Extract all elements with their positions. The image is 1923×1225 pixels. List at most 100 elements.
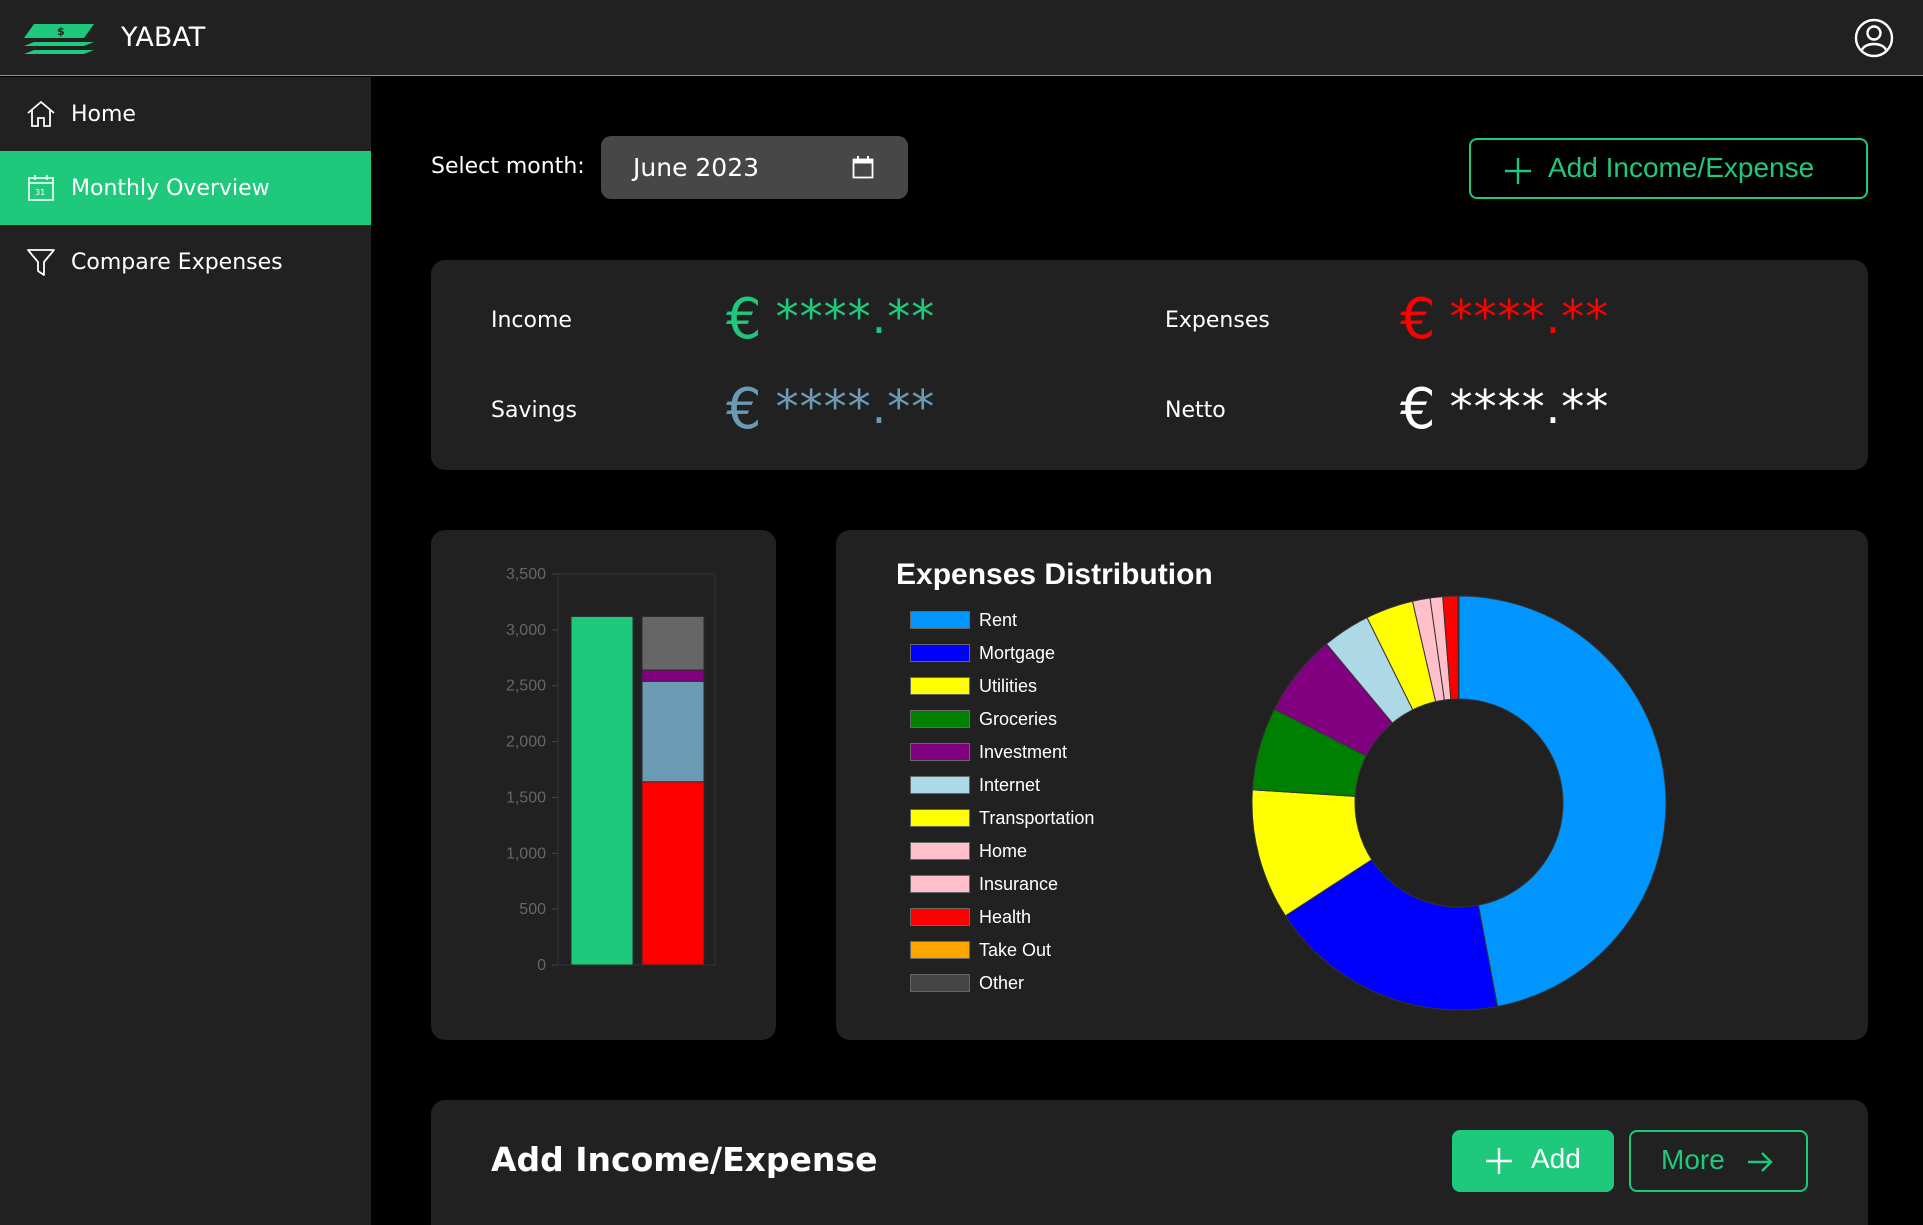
sidebar: Home 31 Monthly Overview Compare Expense…: [0, 77, 371, 1225]
legend-item[interactable]: Utilities: [910, 676, 1130, 696]
bar-segment[interactable]: [641, 669, 705, 682]
arrow-right-icon: [1748, 1152, 1773, 1172]
amount: ****.**: [775, 380, 936, 434]
y-tick-label: 2,000: [506, 734, 546, 751]
legend-label: Transportation: [979, 807, 1095, 828]
currency-symbol: €: [726, 287, 762, 352]
currency-symbol: €: [1400, 287, 1436, 352]
money-stack-icon[interactable]: $: [24, 20, 94, 56]
legend-swatch: [910, 974, 970, 992]
expenses-value: € ****.**: [1400, 290, 1609, 350]
sidebar-item-compare-expenses[interactable]: Compare Expenses: [0, 225, 371, 299]
legend-label: Rent: [979, 609, 1018, 630]
legend-swatch: [910, 677, 970, 695]
legend-swatch: [910, 809, 970, 827]
more-button[interactable]: More: [1629, 1130, 1808, 1192]
legend-swatch: [910, 611, 970, 629]
legend-swatch: [910, 644, 970, 662]
sidebar-item-home[interactable]: Home: [0, 77, 371, 151]
plus-icon: [1505, 158, 1531, 184]
sidebar-item-label: Monthly Overview: [71, 175, 270, 201]
savings-label: Savings: [491, 398, 577, 423]
legend-swatch: [910, 941, 970, 959]
netto-value: € ****.**: [1400, 380, 1609, 440]
income-value: € ****.**: [726, 290, 935, 350]
sidebar-item-label: Compare Expenses: [71, 249, 283, 275]
legend-label: Utilities: [979, 675, 1038, 696]
legend-label: Other: [979, 972, 1025, 993]
svg-text:$: $: [57, 25, 65, 38]
sidebar-item-label: Home: [71, 101, 136, 127]
plot-area: [557, 573, 716, 966]
app-title: YABAT: [121, 22, 206, 53]
expenses-label: Expenses: [1165, 308, 1270, 333]
svg-text:31: 31: [35, 188, 45, 197]
currency-symbol: €: [1400, 377, 1436, 442]
legend-label: Insurance: [979, 873, 1059, 894]
calendar-icon: 31: [28, 175, 54, 201]
month-label: Select month:: [431, 154, 585, 179]
amount: ****.**: [1449, 290, 1610, 344]
summary-card: Income € ****.** Expenses € ****.** Savi…: [431, 260, 1868, 470]
legend-swatch: [910, 842, 970, 860]
legend-item[interactable]: Transportation: [910, 808, 1130, 828]
legend-label: Internet: [979, 774, 1041, 795]
legend-item[interactable]: Insurance: [910, 874, 1130, 894]
legend-label: Mortgage: [979, 642, 1056, 663]
legend-swatch: [910, 710, 970, 728]
amount: ****.**: [1449, 380, 1610, 434]
legend-item[interactable]: Internet: [910, 775, 1130, 795]
legend-label: Health: [979, 906, 1032, 927]
month-value: June 2023: [633, 153, 760, 182]
legend-label: Investment: [979, 741, 1068, 762]
income-label: Income: [491, 308, 572, 333]
filter-icon: [27, 249, 55, 276]
user-circle-icon[interactable]: [1853, 17, 1895, 59]
amount: ****.**: [775, 290, 936, 344]
home-icon: [27, 100, 55, 127]
y-tick-label: 2,500: [506, 678, 546, 695]
chart-title: Expenses Distribution: [896, 558, 1213, 591]
bar-segment[interactable]: [570, 615, 634, 966]
add-income-expense-button[interactable]: Add Income/Expense: [1469, 138, 1868, 199]
sidebar-item-monthly-overview[interactable]: 31 Monthly Overview: [0, 151, 371, 225]
y-tick-label: 500: [519, 901, 546, 918]
add-income-expense-label: Add Income/Expense: [1548, 152, 1815, 183]
donut-slice[interactable]: [1458, 595, 1667, 1007]
bar-segment[interactable]: [641, 680, 705, 783]
more-button-label: More: [1661, 1144, 1725, 1175]
y-tick-label: 3,500: [506, 566, 546, 583]
section-title: Add Income/Expense: [491, 1140, 878, 1179]
bar-segment[interactable]: [641, 615, 705, 671]
expenses-distribution-card: Expenses Distribution Rent Mortgage Utilit…: [836, 530, 1868, 1040]
bar-segment[interactable]: [641, 781, 705, 966]
legend-swatch: [910, 908, 970, 926]
legend-item[interactable]: Take Out: [910, 940, 1130, 960]
legend-item[interactable]: Home: [910, 841, 1130, 861]
currency-symbol: €: [726, 377, 762, 442]
legend-label: Home: [979, 840, 1028, 861]
legend-label: Take Out: [979, 939, 1052, 960]
legend-item[interactable]: Rent: [910, 610, 1130, 630]
add-button-label: Add: [1531, 1143, 1581, 1174]
netto-label: Netto: [1165, 398, 1226, 423]
legend-item[interactable]: Investment: [910, 742, 1130, 762]
legend-item[interactable]: Health: [910, 907, 1130, 927]
legend-swatch: [910, 875, 970, 893]
add-button[interactable]: Add: [1452, 1130, 1614, 1192]
y-tick-label: 3,000: [506, 622, 546, 639]
legend-item[interactable]: Other: [910, 973, 1130, 993]
donut-slice[interactable]: [1457, 595, 1460, 700]
add-income-expense-section: Add Income/Expense Add More: [431, 1100, 1868, 1225]
y-tick-label: 1,500: [506, 789, 546, 806]
stacked-bar-chart: 0 500 1,000 1,500 2,000 2,500 3,000 3,500: [506, 566, 716, 974]
donut-chart: [1251, 595, 1667, 1011]
legend-item[interactable]: Mortgage: [910, 643, 1130, 663]
legend-item[interactable]: Groceries: [910, 709, 1130, 729]
y-tick-label: 1,000: [506, 845, 546, 862]
legend-swatch: [910, 743, 970, 761]
month-input[interactable]: June 2023: [601, 136, 908, 199]
calendar-picker-icon[interactable]: [852, 156, 874, 179]
donut-slice[interactable]: [1284, 858, 1499, 1011]
savings-value: € ****.**: [726, 380, 935, 440]
